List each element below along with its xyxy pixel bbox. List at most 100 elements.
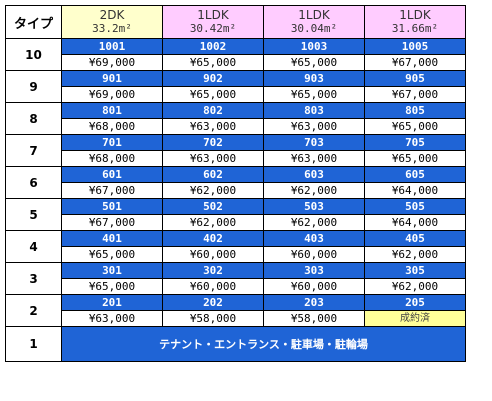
area-label: 30.04m² [290, 22, 338, 35]
unit-number: 1001 [61, 38, 163, 55]
ground-floor-usage: テナント・エントランス・駐車場・駐輪場 [61, 326, 466, 362]
unit-number: 1005 [364, 38, 466, 55]
unit-number: 302 [162, 262, 264, 279]
unit-number: 402 [162, 230, 264, 247]
rent-price: ¥58,000 [263, 310, 365, 327]
unit-number: 603 [263, 166, 365, 183]
unit-number: 201 [61, 294, 163, 311]
unit-number: 1003 [263, 38, 365, 55]
header-row: タイプ 2DK 33.2m² 1LDK 30.42m² 1LDK 30.04m²… [5, 5, 466, 39]
rent-price: ¥62,000 [263, 182, 365, 199]
layout-label: 1LDK [298, 8, 330, 22]
rent-price: ¥60,000 [162, 246, 264, 263]
rent-price: ¥64,000 [364, 182, 466, 199]
rent-price: ¥68,000 [61, 150, 163, 167]
unit-number: 203 [263, 294, 365, 311]
rent-price: ¥62,000 [364, 246, 466, 263]
floor-price-row: ¥65,000 ¥60,000 ¥60,000 ¥62,000 [6, 278, 466, 295]
floor-label: 3 [5, 262, 62, 295]
rent-price: ¥60,000 [263, 278, 365, 295]
area-label: 31.66m² [391, 22, 439, 35]
floor-unit-row: 9 901 902 903 905 [5, 70, 466, 103]
ground-floor-row: 1 テナント・エントランス・駐車場・駐輪場 [5, 326, 466, 362]
unit-number: 805 [364, 102, 466, 119]
floor-unit-row: 6 601 602 603 605 [5, 166, 466, 199]
rent-price: ¥67,000 [61, 182, 163, 199]
floor-plan-table: タイプ 2DK 33.2m² 1LDK 30.42m² 1LDK 30.04m²… [5, 5, 466, 362]
area-label: 30.42m² [189, 22, 237, 35]
column-header-2: 1LDK 30.42m² [162, 5, 264, 39]
rent-price: ¥64,000 [364, 214, 466, 231]
rent-price: ¥62,000 [162, 214, 264, 231]
unit-number: 501 [61, 198, 163, 215]
unit-number: 303 [263, 262, 365, 279]
rent-price: ¥65,000 [263, 54, 365, 71]
unit-number: 602 [162, 166, 264, 183]
floor-label: 5 [5, 198, 62, 231]
floor-price-row: ¥69,000 ¥65,000 ¥65,000 ¥67,000 [6, 54, 466, 71]
floor-unit-row: 5 501 502 503 505 [5, 198, 466, 231]
floor-unit-row: 4 401 402 403 405 [5, 230, 466, 263]
unit-number: 803 [263, 102, 365, 119]
sold-status: 成約済 [364, 310, 466, 327]
rent-price: ¥58,000 [162, 310, 264, 327]
floor-unit-row: 10 1001 1002 1003 1005 [5, 38, 466, 71]
floor-price-row: ¥68,000 ¥63,000 ¥63,000 ¥65,000 [6, 150, 466, 167]
rent-price: ¥62,000 [364, 278, 466, 295]
unit-number: 901 [61, 70, 163, 87]
layout-label: 2DK [99, 8, 125, 22]
area-label: 33.2m² [92, 22, 132, 35]
floor-unit-row: 7 701 702 703 705 [5, 134, 466, 167]
type-header: タイプ [5, 5, 62, 39]
unit-number: 903 [263, 70, 365, 87]
unit-number: 403 [263, 230, 365, 247]
unit-number: 701 [61, 134, 163, 151]
unit-number: 401 [61, 230, 163, 247]
rent-price: ¥65,000 [263, 86, 365, 103]
floor-label: 1 [5, 326, 62, 362]
rent-price: ¥67,000 [61, 214, 163, 231]
floor-label: 6 [5, 166, 62, 199]
unit-number: 605 [364, 166, 466, 183]
floor-price-row: ¥67,000 ¥62,000 ¥62,000 ¥64,000 [6, 214, 466, 231]
floor-label: 9 [5, 70, 62, 103]
unit-number: 305 [364, 262, 466, 279]
floor-label: 10 [5, 38, 62, 71]
column-header-4: 1LDK 31.66m² [364, 5, 466, 39]
floor-unit-row: 2 201 202 203 205 [5, 294, 466, 327]
unit-number: 802 [162, 102, 264, 119]
unit-number: 705 [364, 134, 466, 151]
unit-number: 601 [61, 166, 163, 183]
unit-number: 205 [364, 294, 466, 311]
rent-price: ¥65,000 [61, 278, 163, 295]
floor-label: 4 [5, 230, 62, 263]
rent-price: ¥62,000 [162, 182, 264, 199]
rent-price: ¥65,000 [61, 246, 163, 263]
unit-number: 502 [162, 198, 264, 215]
unit-number: 301 [61, 262, 163, 279]
layout-label: 1LDK [197, 8, 229, 22]
unit-number: 902 [162, 70, 264, 87]
column-header-1: 2DK 33.2m² [61, 5, 163, 39]
layout-label: 1LDK [399, 8, 431, 22]
unit-number: 505 [364, 198, 466, 215]
rent-price: ¥60,000 [263, 246, 365, 263]
unit-number: 202 [162, 294, 264, 311]
rent-price: ¥63,000 [263, 150, 365, 167]
floor-price-row: ¥68,000 ¥63,000 ¥63,000 ¥65,000 [6, 118, 466, 135]
floor-price-row: ¥69,000 ¥65,000 ¥65,000 ¥67,000 [6, 86, 466, 103]
rent-price: ¥69,000 [61, 86, 163, 103]
rent-price: ¥68,000 [61, 118, 163, 135]
unit-number: 503 [263, 198, 365, 215]
unit-number: 1002 [162, 38, 264, 55]
floor-unit-row: 8 801 802 803 805 [5, 102, 466, 135]
rent-price: ¥62,000 [263, 214, 365, 231]
rent-price: ¥67,000 [364, 86, 466, 103]
floor-price-row: ¥67,000 ¥62,000 ¥62,000 ¥64,000 [6, 182, 466, 199]
rent-price: ¥65,000 [162, 86, 264, 103]
rent-price: ¥63,000 [162, 118, 264, 135]
unit-number: 405 [364, 230, 466, 247]
rent-price: ¥65,000 [364, 150, 466, 167]
rent-price: ¥65,000 [364, 118, 466, 135]
floor-plan-table-container: タイプ 2DK 33.2m² 1LDK 30.42m² 1LDK 30.04m²… [5, 5, 466, 362]
